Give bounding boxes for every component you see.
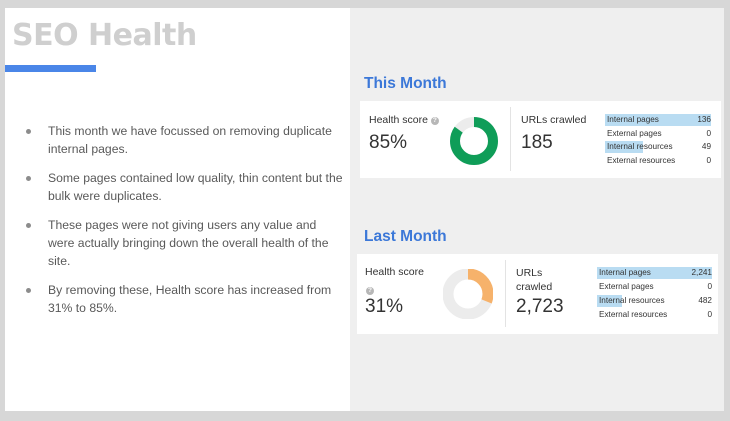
left-panel: SEO Health This month we have focussed o…	[5, 8, 350, 411]
breakdown-label: External pages	[599, 282, 654, 291]
breakdown-row: Internal resources 482	[597, 295, 712, 307]
breakdown-value: 0	[707, 310, 712, 319]
breakdown-value: 0	[707, 282, 712, 291]
right-panel: This Month Health score ? 85% URLs crawl…	[350, 8, 724, 411]
bullet-item: These pages were not giving users any va…	[22, 216, 344, 270]
health-score-value: 85%	[369, 132, 408, 153]
breakdown-row: External pages 0	[605, 128, 711, 140]
card-divider	[510, 107, 511, 171]
urls-crawled-label: URLs crawled	[521, 114, 587, 126]
help-icon: ?	[430, 117, 439, 125]
help-icon: ?	[366, 287, 374, 295]
breakdown-label: External pages	[607, 129, 662, 138]
breakdown-row: External pages 0	[597, 281, 712, 293]
breakdown-row: External resources 0	[597, 309, 712, 321]
crawl-breakdown: Internal pages 2,241 External pages 0 In…	[597, 267, 712, 323]
donut-progress	[450, 117, 498, 165]
breakdown-value: 0	[706, 129, 711, 138]
breakdown-label: Internal pages	[607, 115, 659, 124]
health-score-label: Health score	[365, 266, 424, 278]
crawl-breakdown: Internal pages 136 External pages 0 Inte…	[605, 114, 711, 168]
donut-progress	[443, 269, 493, 319]
breakdown-row: Internal pages 2,241	[597, 267, 712, 279]
health-donut	[443, 269, 493, 319]
breakdown-value: 482	[698, 296, 712, 305]
breakdown-value: 2,241	[691, 268, 713, 277]
urls-crawled-label: URLs crawled	[516, 267, 553, 293]
breakdown-bar	[605, 141, 644, 153]
breakdown-value: 136	[697, 115, 711, 124]
breakdown-bar	[597, 295, 623, 307]
slide: SEO Health This month we have focussed o…	[5, 8, 724, 411]
bullet-item: This month we have focussed on removing …	[22, 122, 344, 158]
breakdown-label: External resources	[599, 310, 668, 319]
breakdown-value: 0	[706, 156, 711, 165]
this-month-heading: This Month	[364, 75, 447, 92]
breakdown-bar	[605, 114, 711, 126]
breakdown-value: 49	[701, 142, 711, 151]
health-donut	[450, 117, 498, 165]
breakdown-row: External resources 0	[605, 155, 711, 167]
bullet-list: This month we have focussed on removing …	[22, 122, 344, 328]
card-divider	[505, 260, 506, 327]
slide-title: SEO Health	[12, 18, 197, 53]
breakdown-bar	[597, 267, 712, 279]
urls-crawled-value: 2,723	[516, 296, 564, 317]
bullet-item: By removing these, Health score has incr…	[22, 281, 344, 317]
health-score-value: 31%	[365, 296, 404, 317]
last-month-card: Health score ? 31% URLs crawled 2,723 In…	[357, 254, 718, 334]
breakdown-label: Internal resources	[599, 296, 665, 305]
help-icon-wrap: ?	[366, 280, 374, 298]
this-month-card: Health score ? 85% URLs crawled 185 Inte…	[360, 101, 721, 178]
breakdown-row: Internal resources 49	[605, 141, 711, 153]
bullet-item: Some pages contained low quality, thin c…	[22, 169, 344, 205]
breakdown-row: Internal pages 136	[605, 114, 711, 126]
health-score-label: Health score ?	[369, 114, 439, 126]
breakdown-label: External resources	[607, 156, 676, 165]
urls-crawled-value: 185	[521, 132, 553, 153]
last-month-heading: Last Month	[364, 228, 447, 245]
breakdown-label: Internal pages	[599, 268, 651, 277]
breakdown-label: Internal resources	[607, 142, 673, 151]
title-underline	[5, 65, 96, 72]
